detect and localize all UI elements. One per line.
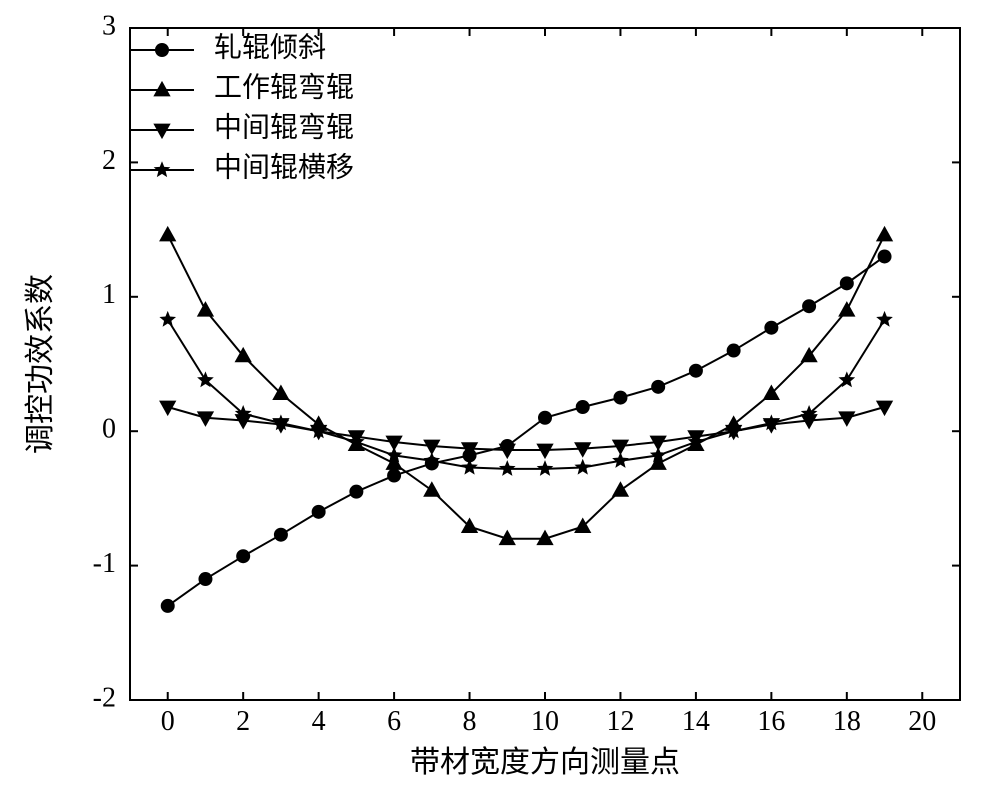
y-tick-label: 0 [102,414,116,445]
legend-label: 中间辊弯辊 [214,111,354,143]
chart-svg: 02468101214161820-2-10123带材宽度方向测量点调控功效系数… [0,0,1000,794]
y-tick-label: 3 [102,10,116,41]
y-tick-label: -1 [93,548,116,579]
x-tick-label: 10 [531,706,559,737]
y-tick-label: 1 [102,279,116,310]
x-tick-label: 8 [463,706,477,737]
y-axis-label: 调控功效系数 [24,274,57,454]
x-tick-label: 12 [606,706,634,737]
x-tick-label: 18 [833,706,861,737]
x-tick-label: 14 [682,706,710,737]
x-axis-label: 带材宽度方向测量点 [410,746,680,779]
x-tick-label: 16 [757,706,785,737]
x-tick-label: 20 [908,706,936,737]
chart-container: 02468101214161820-2-10123带材宽度方向测量点调控功效系数… [0,0,1000,794]
legend-label: 中间辊横移 [214,151,354,183]
legend-label: 轧辊倾斜 [214,31,326,63]
x-tick-label: 0 [161,706,175,737]
x-tick-label: 4 [312,706,326,737]
x-tick-label: 2 [236,706,250,737]
chart-background [0,0,1000,794]
x-tick-label: 6 [387,706,401,737]
y-tick-label: -2 [93,682,116,713]
legend-label: 工作辊弯辊 [214,71,354,103]
y-tick-label: 2 [102,145,116,176]
